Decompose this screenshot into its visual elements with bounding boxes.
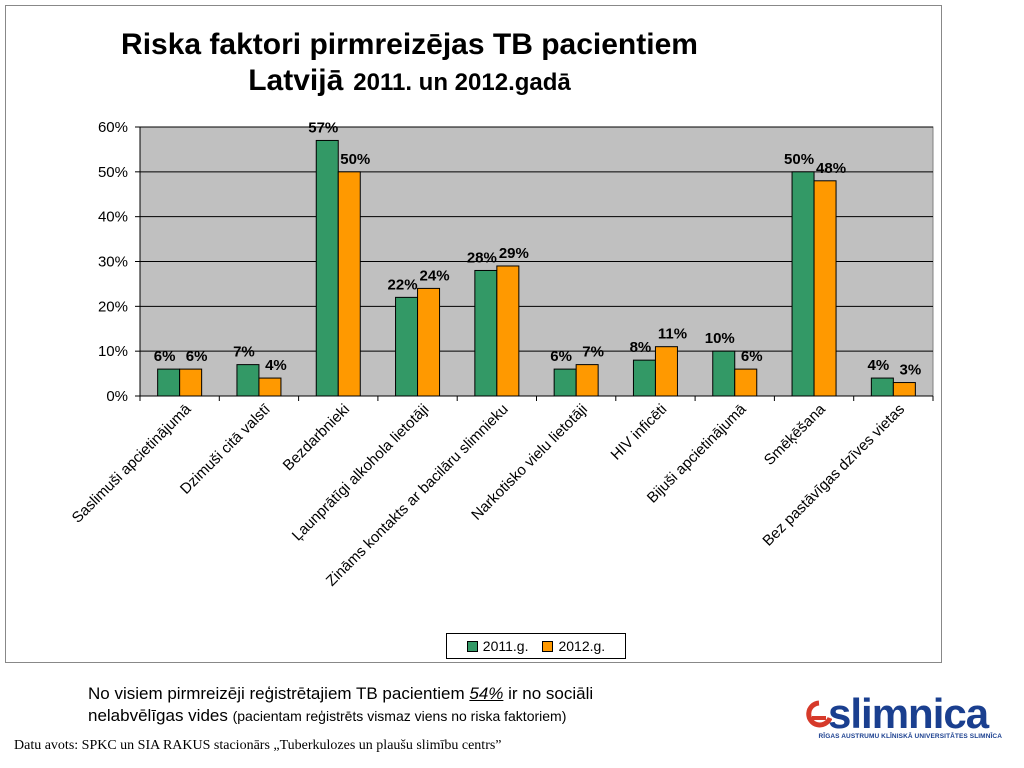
data-label: 6% — [550, 348, 572, 365]
data-label: 29% — [499, 245, 529, 262]
legend-label-2011: 2011.g. — [482, 638, 529, 654]
bar-2012 — [892, 382, 916, 397]
chart-legend: 2011.g. 2012.g. — [446, 633, 626, 659]
y-tick-label: 60% — [98, 119, 128, 136]
chart-title: Riska faktori pirmreizējas TB pacientiem — [121, 28, 698, 61]
data-label: 4% — [868, 357, 890, 374]
bar-2012 — [496, 265, 520, 397]
note-text-before: No visiem pirmreizēji reģistrētajiem TB … — [88, 684, 470, 703]
x-category-label: Bezdarbnieki — [280, 401, 353, 474]
data-label: 48% — [816, 160, 846, 177]
data-label: 7% — [233, 344, 255, 361]
data-label: 57% — [308, 119, 338, 136]
bar-2012 — [813, 180, 837, 397]
bar-2011 — [236, 364, 260, 397]
x-category-label: Bez pastāvīgas dzīves vietas — [759, 401, 908, 550]
data-label: 22% — [388, 276, 418, 293]
bar-2012 — [258, 377, 282, 397]
y-tick-label: 50% — [98, 164, 128, 181]
legend-label-2012: 2012.g. — [558, 638, 606, 654]
chart-title-years: 2011. un 2012.gadā — [353, 69, 571, 96]
hospital-logo: slimnica RĪGAS AUSTRUMU KLĪNISKĀ UNIVERS… — [806, 690, 1002, 744]
bar-2012 — [337, 171, 361, 397]
summary-note: No visiem pirmreizēji reģistrētajiem TB … — [88, 683, 728, 727]
bar-2012 — [734, 368, 758, 397]
bar-2012 — [575, 364, 599, 397]
data-source: Datu avots: SPKC un SIA RAKUS stacionārs… — [14, 738, 502, 753]
note-highlight: 54% — [469, 684, 504, 703]
data-label: 6% — [154, 348, 176, 365]
bar-2011 — [712, 350, 736, 397]
data-label: 4% — [265, 357, 287, 374]
bar-2011 — [632, 359, 656, 397]
logo-word: slimnica — [828, 690, 989, 737]
data-label: 6% — [741, 348, 763, 365]
data-label: 11% — [658, 326, 687, 343]
chart-subtitle: Latvijā 2011. un 2012.gadā — [6, 64, 943, 98]
x-category-label: Saslimuši apcietinājumā — [69, 400, 195, 526]
y-tick-label: 20% — [98, 298, 128, 315]
logo-mark-icon — [806, 700, 832, 728]
x-category-label: Smēķēšana — [761, 400, 829, 468]
data-label: 6% — [186, 348, 208, 365]
data-label: 7% — [582, 344, 604, 361]
chart-title-country: Latvijā — [248, 64, 344, 97]
bar-2012 — [417, 287, 441, 397]
bar-2011 — [474, 269, 498, 397]
bar-2011 — [395, 296, 419, 397]
bar-2011 — [791, 171, 815, 397]
data-label: 3% — [900, 362, 922, 379]
data-label: 24% — [420, 267, 450, 284]
data-label: 50% — [340, 151, 370, 168]
legend-swatch-2012 — [542, 640, 554, 652]
note-small: (pacientam reģistrēts vismaz viens no ri… — [232, 708, 567, 724]
bar-2011 — [870, 377, 894, 397]
data-label: 50% — [784, 151, 814, 168]
y-tick-label: 0% — [106, 388, 128, 405]
x-category-label: HIV inficēti — [608, 401, 671, 464]
bar-2012 — [654, 346, 678, 397]
data-label: 28% — [467, 249, 497, 266]
x-category-label: Ļaunprātīgi alkohola lietotāji — [289, 401, 433, 545]
legend-swatch-2011 — [466, 640, 478, 652]
legend-item-2011: 2011.g. — [466, 638, 529, 654]
bar-2011 — [553, 368, 577, 397]
note-line2: nelabvēlīgas vides — [88, 706, 233, 725]
y-tick-label: 10% — [98, 343, 128, 360]
data-label: 10% — [705, 330, 735, 347]
legend-item-2012: 2012.g. — [542, 638, 605, 654]
logo-subtitle: RĪGAS AUSTRUMU KLĪNISKĀ UNIVERSITĀTES SL… — [818, 733, 1002, 740]
note-text-after: ir no sociāli — [503, 684, 594, 703]
y-tick-label: 40% — [98, 209, 128, 226]
bar-2011 — [157, 368, 181, 397]
bar-2012 — [179, 368, 203, 397]
y-tick-label: 30% — [98, 254, 128, 271]
data-label: 8% — [630, 339, 652, 356]
bar-2011 — [315, 139, 339, 397]
